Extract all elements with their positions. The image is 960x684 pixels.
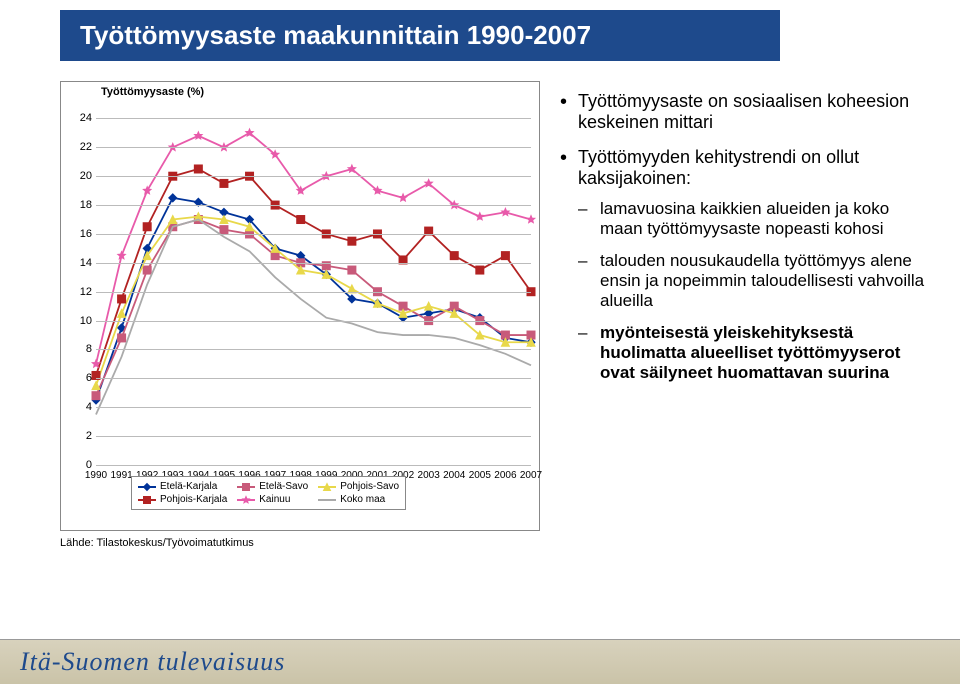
grid-line [96, 349, 531, 350]
series-line [96, 133, 531, 364]
series-marker [143, 266, 151, 274]
series-marker [220, 226, 228, 234]
y-tick-label: 12 [74, 286, 92, 298]
x-tick-label: 2005 [469, 470, 491, 481]
series-marker [476, 213, 484, 220]
legend-label: Etelä-Savo [259, 481, 308, 492]
x-tick-label: 2003 [418, 470, 440, 481]
legend-label: Etelä-Karjala [160, 481, 217, 492]
legend-item: Pohjois-Karjala [138, 494, 227, 505]
grid-line [96, 292, 531, 293]
legend-item: Kainuu [237, 494, 308, 505]
series-line [96, 217, 531, 386]
sub-bullet-item: myönteisestä yleiskehityksestä huolimatt… [578, 323, 930, 383]
bullet-item: Työttömyyden kehitystrendi on ollut kaks… [560, 147, 930, 383]
bullet-list: Työttömyysaste on sosiaalisen koheesion … [560, 81, 930, 397]
grid-line [96, 234, 531, 235]
y-tick-label: 24 [74, 112, 92, 124]
series-line [96, 220, 531, 415]
y-tick-label: 2 [74, 430, 92, 442]
title-text: Työttömyysaste maakunnittain 1990-2007 [80, 20, 591, 50]
series-marker [118, 309, 126, 317]
chart-svg [96, 104, 531, 465]
series-marker [348, 266, 356, 274]
line-chart: Työttömyysaste (%) 024681012141618202224… [60, 81, 540, 531]
y-tick-label: 14 [74, 257, 92, 269]
series-line [96, 198, 531, 400]
grid-line [96, 436, 531, 437]
footer-logo: Itä-Suomen tulevaisuus [20, 647, 285, 677]
legend-label: Pohjois-Savo [340, 481, 399, 492]
legend-label: Pohjois-Karjala [160, 494, 227, 505]
series-marker [527, 216, 535, 223]
source-text: Lähde: Tilastokeskus/Työvoimatutkimus [60, 537, 540, 549]
grid-line [96, 205, 531, 206]
grid-line [96, 378, 531, 379]
footer-bar: Itä-Suomen tulevaisuus [0, 639, 960, 684]
sub-bullet-item: talouden nousukaudella työttömyys alene … [578, 251, 930, 311]
grid-line [96, 321, 531, 322]
series-marker [118, 252, 126, 259]
y-tick-label: 10 [74, 315, 92, 327]
chart-legend: Etelä-Karjala Etelä-Savo Pohjois-Savo Pohjo… [131, 476, 406, 510]
series-marker [92, 382, 100, 390]
y-axis-title: Työttömyysaste (%) [101, 86, 204, 98]
y-tick-label: 18 [74, 199, 92, 211]
bullet-item: Työttömyysaste on sosiaalisen koheesion … [560, 91, 930, 133]
grid-line [96, 465, 531, 466]
legend-item: Pohjois-Savo [318, 481, 399, 492]
series-marker [92, 392, 100, 400]
legend-item: Etelä-Savo [237, 481, 308, 492]
x-tick-label: 1991 [110, 470, 132, 481]
y-tick-label: 22 [74, 141, 92, 153]
series-marker [348, 237, 356, 245]
series-marker [501, 252, 509, 260]
legend-label: Koko maa [340, 494, 385, 505]
series-marker [450, 252, 458, 260]
legend-item: Koko maa [318, 494, 399, 505]
y-tick-label: 16 [74, 228, 92, 240]
series-marker [220, 179, 228, 187]
grid-line [96, 147, 531, 148]
sub-bullet-item: lamavuosina kaikkien alueiden ja koko ma… [578, 199, 930, 239]
series-marker [399, 194, 407, 201]
bullets-ul: Työttömyysaste on sosiaalisen koheesion … [560, 91, 930, 383]
grid-line [96, 407, 531, 408]
series-marker [143, 223, 151, 231]
content-row: Työttömyysaste (%) 024681012141618202224… [0, 61, 960, 549]
grid-line [96, 176, 531, 177]
series-marker [169, 194, 177, 202]
grid-line [96, 263, 531, 264]
page-title: Työttömyysaste maakunnittain 1990-2007 [60, 10, 780, 61]
y-tick-label: 20 [74, 170, 92, 182]
y-tick-label: 6 [74, 372, 92, 384]
grid-line [96, 118, 531, 119]
series-marker [476, 266, 484, 274]
series-marker [502, 208, 510, 215]
x-tick-label: 1990 [85, 470, 107, 481]
plot-area: 0246810121416182022241990199119921993199… [96, 104, 531, 465]
legend-label: Kainuu [259, 494, 290, 505]
x-tick-label: 2006 [494, 470, 516, 481]
x-tick-label: 2004 [443, 470, 465, 481]
series-marker [118, 334, 126, 342]
legend-item: Etelä-Karjala [138, 481, 227, 492]
series-marker [297, 216, 305, 224]
y-tick-label: 8 [74, 343, 92, 355]
chart-column: Työttömyysaste (%) 024681012141618202224… [60, 81, 540, 549]
x-tick-label: 2007 [520, 470, 542, 481]
series-marker [118, 295, 126, 303]
y-tick-label: 4 [74, 401, 92, 413]
series-marker [194, 165, 202, 173]
